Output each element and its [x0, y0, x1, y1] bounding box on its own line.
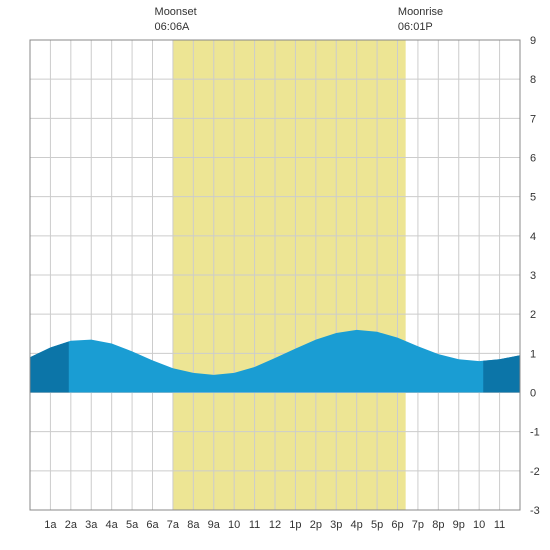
x-tick-label: 7p [412, 519, 424, 531]
y-tick-label: 6 [530, 153, 536, 165]
x-tick-label: 10 [228, 519, 240, 531]
annotation-title-1: Moonrise [398, 6, 443, 18]
x-tick-label: 3p [330, 519, 342, 531]
x-tick-label: 6p [391, 519, 403, 531]
y-tick-label: 9 [530, 35, 536, 47]
y-tick-label: 5 [530, 192, 536, 204]
annotation-time-0: 06:06A [155, 21, 191, 33]
x-tick-label: 5a [126, 519, 139, 531]
x-tick-label: 9a [208, 519, 221, 531]
x-tick-label: 11 [494, 519, 505, 531]
y-tick-label: 0 [530, 388, 536, 400]
x-tick-label: 3a [85, 519, 98, 531]
y-tick-label: 2 [530, 309, 536, 321]
y-tick-label: 1 [530, 348, 536, 360]
y-tick-label: -1 [530, 427, 540, 439]
x-tick-label: 8p [432, 519, 444, 531]
x-tick-label: 9p [453, 519, 465, 531]
x-tick-label: 8a [187, 519, 200, 531]
x-tick-label: 1a [44, 519, 57, 531]
chart-svg: 1a2a3a4a5a6a7a8a9a1011121p2p3p4p5p6p7p8p… [0, 0, 550, 550]
x-tick-label: 5p [371, 519, 383, 531]
x-tick-label: 4p [351, 519, 363, 531]
x-tick-label: 2a [65, 519, 78, 531]
y-tick-label: 7 [530, 113, 536, 125]
x-tick-label: 6a [146, 519, 159, 531]
annotation-time-1: 06:01P [398, 21, 433, 33]
annotation-title-0: Moonset [155, 6, 197, 18]
y-tick-label: -3 [530, 505, 540, 517]
x-tick-label: 4a [106, 519, 119, 531]
y-tick-label: 3 [530, 270, 536, 282]
x-tick-label: 7a [167, 519, 180, 531]
tide-night-1 [483, 355, 520, 392]
x-tick-label: 12 [269, 519, 281, 531]
y-tick-label: -2 [530, 466, 540, 478]
x-tick-label: 1p [289, 519, 301, 531]
tide-chart: 1a2a3a4a5a6a7a8a9a1011121p2p3p4p5p6p7p8p… [0, 0, 550, 550]
x-tick-label: 2p [310, 519, 322, 531]
x-tick-label: 10 [473, 519, 485, 531]
x-tick-label: 11 [249, 519, 260, 531]
y-tick-label: 8 [530, 74, 536, 86]
y-tick-label: 4 [530, 231, 536, 243]
